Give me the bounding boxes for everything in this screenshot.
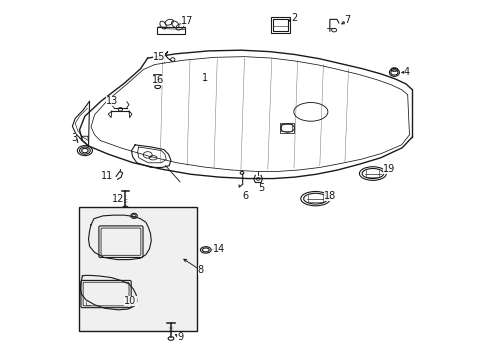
Text: 19: 19: [382, 164, 394, 174]
Text: 16: 16: [151, 75, 163, 85]
Text: 9: 9: [177, 332, 183, 342]
Text: 3: 3: [71, 133, 77, 143]
Bar: [279, 123, 293, 133]
Text: 12: 12: [112, 194, 124, 204]
Text: 13: 13: [106, 96, 119, 106]
Text: 8: 8: [197, 265, 203, 275]
Bar: [270, 17, 290, 33]
Bar: [273, 19, 287, 31]
Bar: [157, 27, 184, 34]
Text: 15: 15: [153, 52, 165, 62]
Text: 11: 11: [101, 171, 113, 181]
Text: 4: 4: [403, 67, 409, 77]
Text: 7: 7: [344, 15, 350, 26]
Text: 6: 6: [242, 191, 248, 201]
Bar: [79, 207, 197, 331]
Text: 14: 14: [212, 244, 224, 254]
Text: 2: 2: [290, 13, 297, 23]
Text: 17: 17: [181, 17, 193, 27]
Text: 5: 5: [258, 183, 264, 193]
Bar: [281, 124, 291, 131]
Text: 18: 18: [324, 191, 336, 201]
Text: 1: 1: [202, 73, 208, 83]
Text: 10: 10: [124, 296, 136, 306]
